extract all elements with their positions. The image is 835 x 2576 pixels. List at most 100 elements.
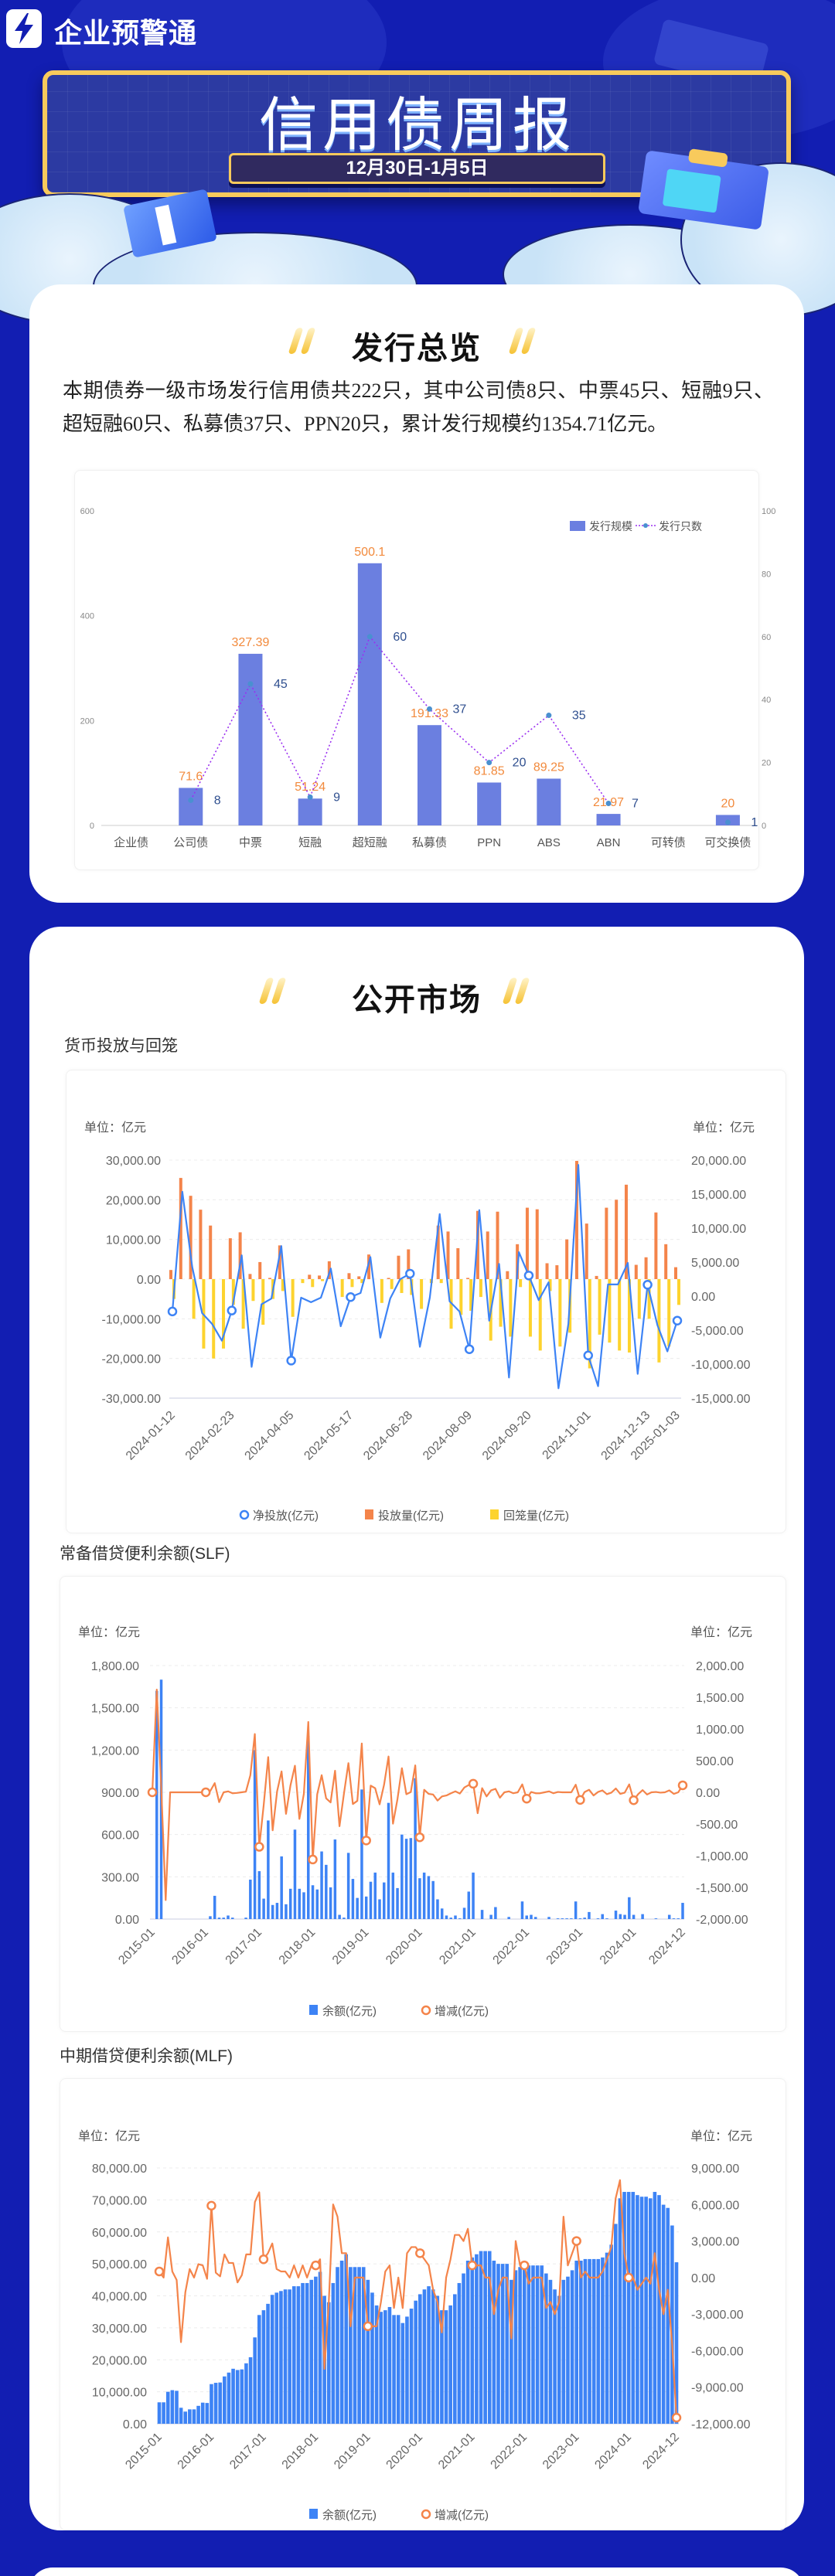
bar-余额(亿元) xyxy=(414,2300,418,2424)
bar-回笼量(亿元) xyxy=(241,1279,245,1329)
line-marker xyxy=(519,2260,530,2271)
mlf-chart: 单位：亿元 单位：亿元 0.00 10,000.00 20,000.00 30,000.0… xyxy=(78,2129,752,2522)
y-right-tick: 2,000.00 xyxy=(696,1660,744,1673)
bar-余额(亿元) xyxy=(349,2267,353,2424)
bar-余额(亿元) xyxy=(383,2310,387,2424)
bar-投放量(亿元) xyxy=(486,1231,489,1279)
bar-余额(亿元) xyxy=(458,1918,462,1919)
bar-投放量(亿元) xyxy=(506,1271,510,1279)
y-left-tick: 300.00 xyxy=(101,1871,139,1884)
line-point xyxy=(546,713,552,719)
bar-投放量(亿元) xyxy=(357,1276,361,1279)
bar-余额(亿元) xyxy=(479,2251,483,2424)
bar-余额(亿元) xyxy=(262,1898,265,1919)
bar-余额(亿元) xyxy=(314,2276,318,2424)
bar-余额(亿元) xyxy=(331,2282,336,2424)
bar-余额(亿元) xyxy=(196,2405,200,2424)
bar-回笼量(亿元) xyxy=(519,1279,523,1288)
bar-余额(亿元) xyxy=(639,2197,644,2424)
bar-value-label: 81.85 xyxy=(474,764,505,778)
bar-余额(亿元) xyxy=(431,1880,435,1919)
x-tick-label: 2024-06-28 xyxy=(361,1409,415,1463)
y-left-tick: -10,000.00 xyxy=(101,1313,161,1326)
line-value-label: 7 xyxy=(632,798,639,811)
y-right-tick: 9,000.00 xyxy=(691,2163,739,2176)
bar-余额(亿元) xyxy=(540,2265,544,2424)
y-left-tick: 60,000.00 xyxy=(92,2227,147,2240)
bar-value-label: 71.6 xyxy=(179,770,203,783)
bar-投放量(亿元) xyxy=(634,1264,638,1279)
y-right-tick: 500.00 xyxy=(696,1755,734,1768)
bar-投放量(亿元) xyxy=(199,1210,203,1279)
bar-余额(亿元) xyxy=(366,2279,370,2424)
x-tick-label: 2024-08-09 xyxy=(421,1409,475,1463)
bar-回笼量(亿元) xyxy=(222,1279,226,1349)
line-point xyxy=(307,794,313,800)
bar-投放量(亿元) xyxy=(179,1178,182,1279)
bar-余额(亿元) xyxy=(462,2273,465,2424)
x-tick-label: 2024-02-23 xyxy=(183,1409,237,1463)
x-tick-label: 2021-01 xyxy=(436,2431,478,2472)
bar-回笼量(亿元) xyxy=(281,1279,285,1291)
y-right-tick: 20,000.00 xyxy=(691,1155,746,1168)
category-label: 企业债 xyxy=(114,835,148,849)
bar-余额(亿元) xyxy=(404,1839,408,1919)
x-tick-label: 2024-01 xyxy=(592,2431,634,2472)
bar-投放量(亿元) xyxy=(664,1244,668,1279)
bar-投放量(亿元) xyxy=(367,1254,371,1279)
x-tick-label: 2024-01 xyxy=(598,1926,639,1968)
bar-投放量(亿元) xyxy=(525,1207,529,1279)
category-label: PPN xyxy=(477,836,501,849)
bar-回笼量(亿元) xyxy=(350,1279,354,1288)
bar-余额(亿元) xyxy=(227,2372,231,2424)
bar-投放量(亿元) xyxy=(327,1261,331,1279)
bar-余额(亿元) xyxy=(396,2315,400,2424)
bar-余额(亿元) xyxy=(557,2295,561,2424)
category-label: 公司债 xyxy=(173,836,208,849)
line-marker xyxy=(523,1271,534,1281)
y-right-tick: -2,000.00 xyxy=(696,1914,748,1927)
bar-余额(亿元) xyxy=(400,2322,405,2424)
bar-余额(亿元) xyxy=(248,2357,253,2424)
bar-余额(亿元) xyxy=(274,2292,279,2424)
bar-余额(亿元) xyxy=(338,1914,341,1919)
bar-余额(亿元) xyxy=(632,1914,636,1919)
bar-余额(亿元) xyxy=(548,2279,553,2424)
x-tick-label: 2018-01 xyxy=(277,1926,319,1968)
x-tick-label: 2015-01 xyxy=(123,2431,165,2472)
bar-余额(亿元) xyxy=(436,1899,439,1919)
bar-余额(亿元) xyxy=(249,1879,252,1919)
bar-余额(亿元) xyxy=(454,1915,457,1919)
y-right-tick: -15,000.00 xyxy=(691,1393,751,1406)
bar-回笼量(亿元) xyxy=(499,1279,503,1327)
category-label: ABN xyxy=(597,836,621,849)
bar-回笼量(亿元) xyxy=(459,1279,463,1315)
bar-余额(亿元) xyxy=(614,1911,618,1919)
bar-余额(亿元) xyxy=(200,2402,205,2424)
bar-回笼量(亿元) xyxy=(528,1279,532,1337)
bar-余额(亿元) xyxy=(266,2303,270,2424)
bar-余额(亿元) xyxy=(288,2289,291,2424)
bar-投放量(亿元) xyxy=(456,1247,460,1279)
y-right-tick: -3,000.00 xyxy=(691,2309,744,2322)
bar-余额(亿元) xyxy=(628,1897,631,1919)
line-marker xyxy=(468,1778,479,1789)
bar-余额(亿元) xyxy=(667,1914,671,1919)
y-left-tick: 1,800.00 xyxy=(91,1660,139,1673)
bar-投放量(亿元) xyxy=(466,1278,470,1279)
line-marker xyxy=(677,1780,688,1791)
line-value-label: 35 xyxy=(572,710,586,723)
bar-投放量(亿元) xyxy=(258,1261,262,1279)
bar-余额(亿元) xyxy=(496,2264,500,2424)
bar-余额(亿元) xyxy=(445,1915,448,1919)
bar-余额(亿元) xyxy=(165,2391,170,2424)
y-right-tick: 60 xyxy=(762,633,771,642)
bar-余额(亿元) xyxy=(583,1918,586,1919)
bar-投放量(亿元) xyxy=(574,1161,578,1279)
bar-余额(亿元) xyxy=(440,1908,444,1919)
bar-余额(亿元) xyxy=(636,2195,639,2424)
bar-回笼量(亿元) xyxy=(469,1279,473,1312)
bar-余额(亿元) xyxy=(370,2292,374,2424)
bar-投放量(亿元) xyxy=(209,1225,213,1279)
bar-余额(亿元) xyxy=(605,2252,609,2424)
